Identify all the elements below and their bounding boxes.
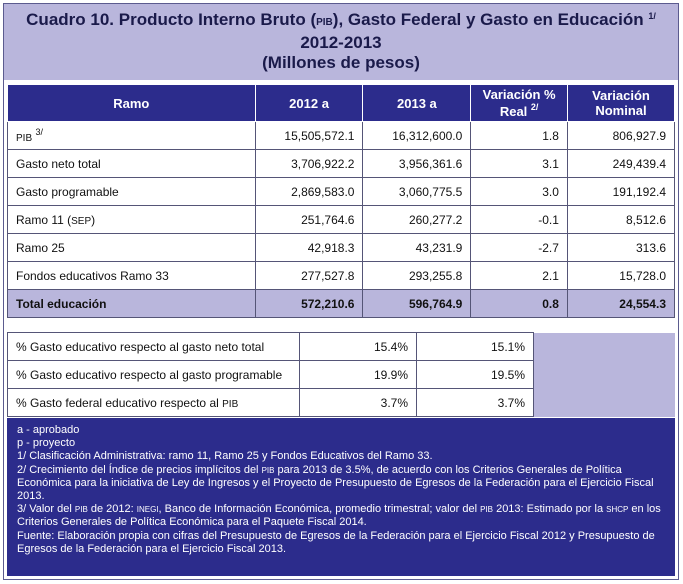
cell-real: 1.8	[470, 121, 568, 150]
cell-2013: 43,231.9	[362, 233, 472, 262]
cell-real: 3.1	[470, 149, 568, 178]
cell-2013: 3,060,775.5	[362, 177, 472, 206]
indicators-table: % Gasto educativo respecto al gasto neto…	[7, 332, 675, 417]
table-row: Gasto programable 2,869,583.0 3,060,775.…	[7, 177, 676, 206]
cell-real: 2.1	[470, 261, 568, 290]
row-label: Ramo 25	[7, 233, 256, 262]
row-label: Gasto neto total	[7, 149, 256, 178]
indicator-2012: 15.4%	[299, 332, 417, 361]
table-row: Gasto neto total 3,706,922.2 3,956,361.6…	[7, 149, 676, 178]
indicator-label: % Gasto educativo respecto al gasto prog…	[7, 360, 300, 389]
indicator-2012: 19.9%	[299, 360, 417, 389]
cell-nominal: 806,927.9	[566, 121, 676, 150]
note-3: 3/ Valor del PIB de 2012: INEGI, Banco d…	[17, 503, 661, 529]
title-line-2: 2012-2013	[300, 33, 382, 52]
indicators-filler	[533, 332, 675, 417]
header-row: Ramo 2012 a 2013 a Variación % Real 2/ V…	[7, 84, 676, 122]
header-2013: 2013 a	[362, 84, 472, 122]
table-frame: Cuadro 10. Producto Interno Bruto (PIB),…	[3, 3, 679, 580]
header-ramo: Ramo	[7, 84, 256, 122]
header-variacion-real: Variación % Real 2/	[470, 84, 568, 122]
notes-box: a - aprobado p - proyecto 1/ Clasificaci…	[7, 418, 675, 576]
indicator-2013: 3.7%	[416, 388, 534, 417]
cell-nominal: 8,512.6	[566, 205, 676, 234]
cell-nominal: 249,439.4	[566, 149, 676, 178]
header-2012: 2012 a	[254, 84, 364, 122]
cell-2012: 277,527.8	[254, 261, 364, 290]
note-a: a - aprobado	[17, 424, 80, 436]
cell-2013: 293,255.8	[362, 261, 472, 290]
total-label: Total educación	[7, 289, 256, 318]
cell-2013: 260,277.2	[362, 205, 472, 234]
indicator-2013: 19.5%	[416, 360, 534, 389]
row-label: Gasto programable	[7, 177, 256, 206]
title-line-3: (Millones de pesos)	[262, 53, 420, 72]
note-2: 2/ Crecimiento del Índice de precios imp…	[17, 463, 654, 503]
row-label: Fondos educativos Ramo 33	[7, 261, 256, 290]
table-row: Ramo 11 (SEP) 251,764.6 260,277.2 -0.1 8…	[7, 205, 676, 234]
total-2013: 596,764.9	[362, 289, 472, 318]
note-p: p - proyecto	[17, 437, 76, 450]
cell-2012: 42,918.3	[254, 233, 364, 262]
table-row: PIB 3/ 15,505,572.1 16,312,600.0 1.8 806…	[7, 121, 676, 150]
cell-nominal: 15,728.0	[566, 261, 676, 290]
note-1: 1/ Clasificación Administrativa: ramo 11…	[17, 450, 433, 463]
cell-2012: 2,869,583.0	[254, 177, 364, 206]
title-line-1: Cuadro 10. Producto Interno Bruto (PIB),…	[26, 10, 656, 29]
cell-2012: 251,764.6	[254, 205, 364, 234]
title-banner: Cuadro 10. Producto Interno Bruto (PIB),…	[4, 4, 678, 80]
cell-2013: 16,312,600.0	[362, 121, 472, 150]
cell-nominal: 313.6	[566, 233, 676, 262]
indicator-row: % Gasto educativo respecto al gasto prog…	[7, 360, 676, 389]
cell-2013: 3,956,361.6	[362, 149, 472, 178]
total-row: Total educación 572,210.6 596,764.9 0.8 …	[7, 289, 676, 318]
table-row: Fondos educativos Ramo 33 277,527.8 293,…	[7, 261, 676, 290]
main-table: Ramo 2012 a 2013 a Variación % Real 2/ V…	[7, 84, 676, 318]
indicator-row: % Gasto educativo respecto al gasto neto…	[7, 332, 675, 417]
cell-2012: 3,706,922.2	[254, 149, 364, 178]
row-label: Ramo 11 (SEP)	[7, 205, 256, 234]
table-row: Ramo 25 42,918.3 43,231.9 -2.7 313.6	[7, 233, 676, 262]
note-fuente: Fuente: Elaboración propia con cifras de…	[17, 529, 655, 555]
total-2012: 572,210.6	[254, 289, 364, 318]
indicator-label: % Gasto federal educativo respecto al PI…	[7, 388, 300, 417]
indicator-2013: 15.1%	[416, 332, 534, 361]
cell-2012: 15,505,572.1	[254, 121, 364, 150]
cell-nominal: 191,192.4	[566, 177, 676, 206]
cell-real: 3.0	[470, 177, 568, 206]
cell-real: -0.1	[470, 205, 568, 234]
total-nominal: 24,554.3	[566, 289, 676, 318]
row-label: PIB 3/	[7, 121, 256, 150]
indicator-2012: 3.7%	[299, 388, 417, 417]
cell-real: -2.7	[470, 233, 568, 262]
total-real: 0.8	[470, 289, 568, 318]
indicator-label: % Gasto educativo respecto al gasto neto…	[7, 332, 300, 361]
header-variacion-nominal: Variación Nominal	[566, 84, 676, 122]
indicator-row: % Gasto federal educativo respecto al PI…	[7, 388, 676, 417]
